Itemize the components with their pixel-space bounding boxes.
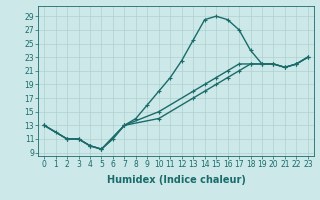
X-axis label: Humidex (Indice chaleur): Humidex (Indice chaleur) [107, 175, 245, 185]
